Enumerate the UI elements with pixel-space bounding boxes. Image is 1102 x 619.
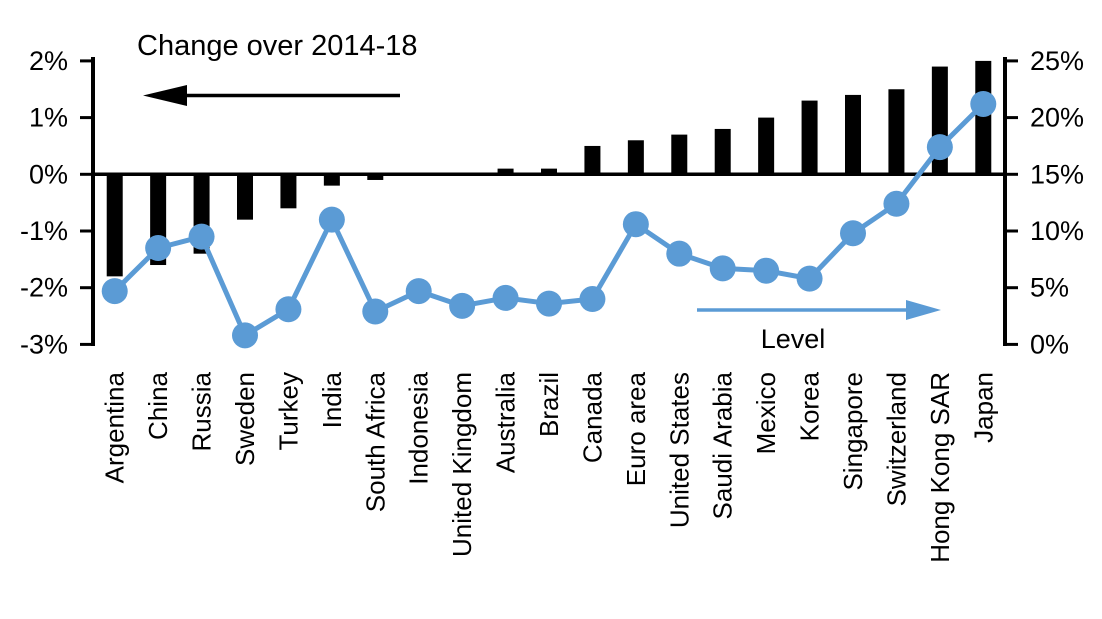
level-dot	[318, 206, 345, 233]
change-bar	[758, 117, 775, 175]
left-axis-tick-label: 1%	[29, 103, 68, 133]
change-bar	[801, 100, 818, 175]
level-dot	[492, 284, 519, 311]
right-axis-tick-label: 5%	[1030, 273, 1069, 303]
change-bar	[541, 168, 557, 175]
left-axis-tick-label: -2%	[20, 273, 68, 303]
x-axis-category-label: Saudi Arabia	[708, 371, 738, 519]
change-bar	[627, 140, 644, 175]
x-axis-category-label: United States	[664, 372, 694, 528]
level-dot	[796, 265, 823, 292]
level-annotation-label: Level	[760, 324, 826, 354]
x-axis-category-label: India	[317, 371, 347, 428]
level-dot	[666, 240, 693, 267]
x-axis-category-label: Singapore	[838, 372, 868, 491]
level-dot	[536, 290, 562, 317]
x-axis-category-label: Australia	[491, 371, 521, 473]
change-bar	[888, 89, 905, 175]
level-dot	[709, 255, 736, 282]
x-axis-category-label: Japan	[968, 372, 998, 443]
x-axis-category-label: Turkey	[273, 372, 303, 451]
level-dot	[101, 278, 128, 305]
change-bar	[671, 134, 688, 175]
x-axis-category-label: South Africa	[360, 371, 390, 512]
change-bar	[323, 174, 340, 186]
left-axis-tick-label: 2%	[29, 46, 68, 76]
right-axis-tick-label: 25%	[1030, 46, 1084, 76]
change-annotation-label: Change over 2014-18	[137, 30, 418, 62]
level-dot	[405, 278, 432, 305]
x-axis-category-label: Euro area	[621, 371, 651, 486]
right-axis-tick-label: 20%	[1030, 103, 1084, 133]
x-axis-category-label: Canada	[577, 371, 607, 463]
x-axis-category-label: China	[143, 371, 173, 439]
x-axis-category-label: Russia	[187, 371, 217, 451]
change-bar	[106, 174, 123, 277]
level-dot	[926, 134, 953, 161]
change-bar	[237, 174, 253, 220]
level-dot	[188, 223, 215, 250]
x-axis-category-label: Switzerland	[881, 372, 911, 506]
x-axis-category-label: Korea	[795, 371, 825, 441]
x-axis-category-label: Indonesia	[404, 371, 434, 484]
x-axis-category-label: Brazil	[534, 372, 564, 437]
right-axis-tick-label: 10%	[1030, 216, 1084, 246]
level-dot	[449, 292, 476, 319]
change-bar	[367, 174, 384, 180]
change-bar	[497, 168, 514, 175]
right-axis-tick-label: 0%	[1030, 329, 1069, 359]
x-axis-category-label: Argentina	[100, 371, 130, 483]
change-bar	[714, 128, 731, 175]
change-bar	[845, 94, 861, 175]
x-axis-category-label: Sweden	[230, 372, 260, 466]
level-dot	[362, 298, 389, 325]
level-dot	[622, 211, 649, 238]
change-bar	[280, 174, 297, 209]
change-arrow-head	[143, 85, 187, 106]
level-arrow-head	[906, 300, 941, 320]
x-axis-category-label: United Kingdom	[447, 372, 477, 557]
x-axis-category-label: Mexico	[751, 372, 781, 454]
change-bar	[584, 145, 601, 175]
change-bar	[975, 60, 992, 175]
right-axis-tick-label: 15%	[1030, 159, 1084, 189]
level-dot	[275, 296, 302, 323]
x-axis-category-label: Hong Kong SAR	[925, 372, 955, 563]
left-axis-tick-label: 0%	[29, 159, 68, 189]
level-dot	[840, 220, 866, 247]
level-dot	[232, 322, 258, 349]
level-dot	[883, 190, 910, 217]
left-axis-tick-label: -1%	[20, 216, 68, 246]
level-dot	[145, 235, 172, 262]
left-axis-tick-label: -3%	[20, 329, 68, 359]
level-dot	[970, 90, 997, 117]
level-dot	[753, 257, 780, 284]
level-dot	[579, 286, 606, 313]
